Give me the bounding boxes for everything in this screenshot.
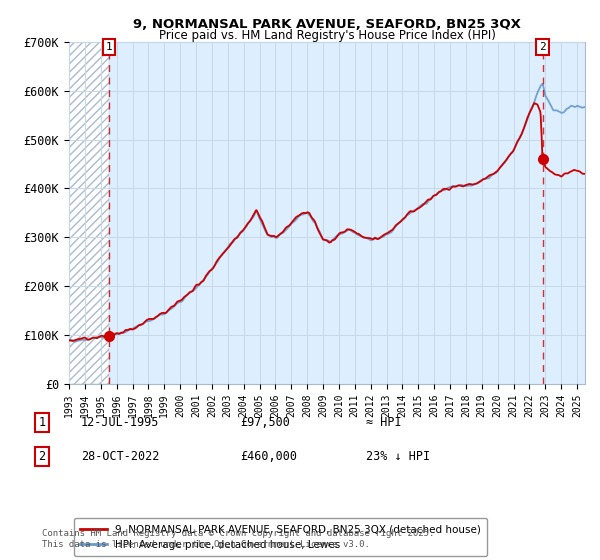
Text: 2: 2 <box>539 42 546 52</box>
Text: £460,000: £460,000 <box>240 450 297 463</box>
Text: 2: 2 <box>38 450 46 463</box>
Text: 23% ↓ HPI: 23% ↓ HPI <box>366 450 430 463</box>
Text: £97,500: £97,500 <box>240 416 290 430</box>
Text: 1: 1 <box>106 42 113 52</box>
Legend: 9, NORMANSAL PARK AVENUE, SEAFORD, BN25 3QX (detached house), HPI: Average price: 9, NORMANSAL PARK AVENUE, SEAFORD, BN25 … <box>74 519 487 556</box>
Text: 9, NORMANSAL PARK AVENUE, SEAFORD, BN25 3QX: 9, NORMANSAL PARK AVENUE, SEAFORD, BN25 … <box>133 18 521 31</box>
Text: Contains HM Land Registry data © Crown copyright and database right 2025.
This d: Contains HM Land Registry data © Crown c… <box>42 529 434 549</box>
Text: 1: 1 <box>38 416 46 430</box>
Text: 28-OCT-2022: 28-OCT-2022 <box>81 450 160 463</box>
Text: 12-JUL-1995: 12-JUL-1995 <box>81 416 160 430</box>
Text: ≈ HPI: ≈ HPI <box>366 416 401 430</box>
Text: Price paid vs. HM Land Registry's House Price Index (HPI): Price paid vs. HM Land Registry's House … <box>158 29 496 42</box>
